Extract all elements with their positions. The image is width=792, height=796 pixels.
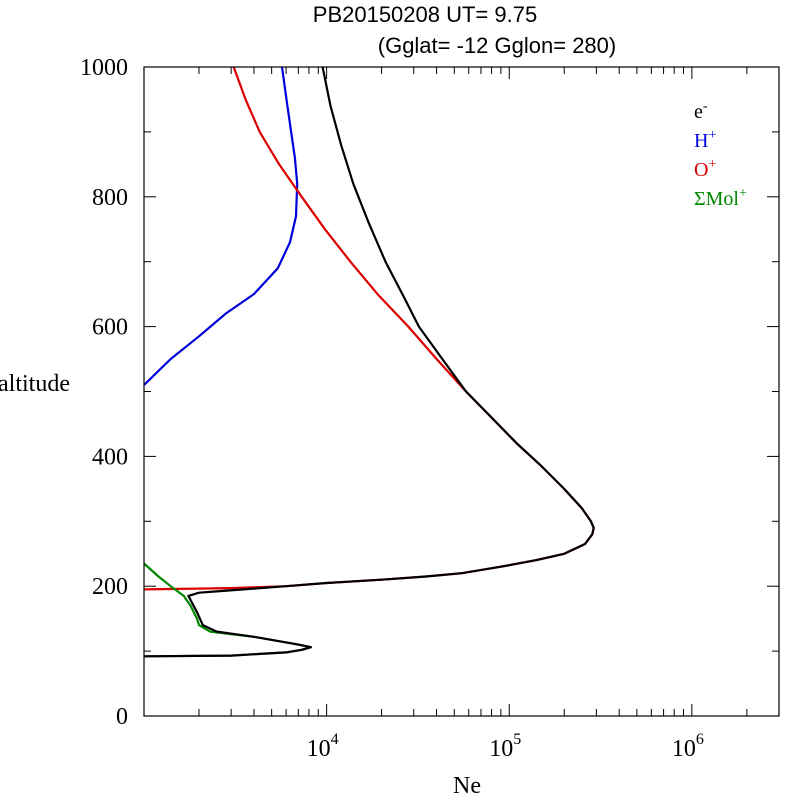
legend-entry-sum-mol-plus: ΣMol+: [694, 186, 747, 210]
y-tick-label: 800: [92, 185, 128, 211]
chart-subtitle: (Gglat= -12 Gglon= 280): [378, 33, 616, 58]
series-line-electron: [143, 66, 595, 658]
legend-entry-h-plus: H+: [694, 128, 716, 152]
x-tick-label: 104: [307, 731, 339, 762]
y-tick-label: 1000: [80, 55, 128, 81]
x-axis-label: Ne: [453, 773, 481, 796]
chart-title: PB20150208 UT= 9.75: [313, 2, 537, 27]
y-axis-label: altitude: [0, 371, 70, 397]
y-tick-label: 200: [92, 574, 128, 600]
tick-labels: 0 200 400 600 800 1000 104 105 106: [80, 55, 704, 762]
legend: e- H+ O+ ΣMol+: [694, 99, 747, 210]
plot-frame: [143, 66, 780, 717]
y-tick-label: 400: [92, 444, 128, 470]
series-line-h-plus: [143, 66, 299, 386]
x-tick-label: 106: [672, 731, 704, 762]
legend-entry-o-plus: O+: [694, 157, 716, 181]
y-tick-label: 600: [92, 315, 128, 341]
y-tick-label: 0: [116, 704, 128, 730]
series-layer: [143, 66, 595, 658]
series-line-o-plus: [143, 66, 595, 591]
legend-entry-electron: e-: [694, 99, 708, 123]
x-tick-label: 105: [489, 731, 521, 762]
ticks-layer: [143, 66, 780, 717]
